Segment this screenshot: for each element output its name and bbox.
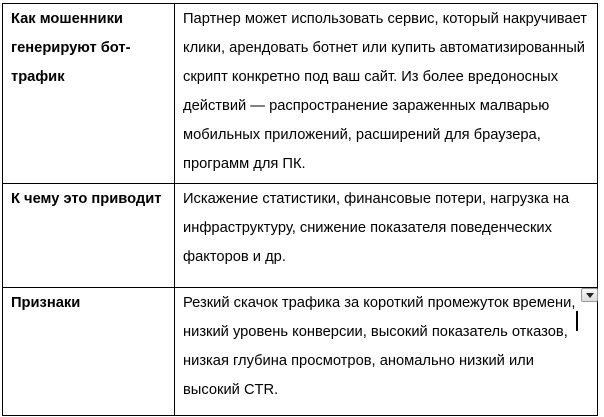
table-row: К чему это приводит Искажение статистики…: [2, 183, 598, 288]
table-dropdown-button[interactable]: [581, 288, 598, 302]
row-header-text: Как мошенники генерируют бот-трафик: [11, 11, 131, 85]
row-header-text: Признаки: [11, 295, 81, 311]
row-content-cell[interactable]: Резкий скачок трафика за короткий промеж…: [174, 287, 598, 416]
row-header-cell[interactable]: Признаки: [2, 287, 175, 416]
text-cursor: [576, 311, 578, 331]
row-content-cell[interactable]: Партнер может использовать сервис, котор…: [174, 3, 598, 184]
table-row: Признаки Резкий скачок трафика за коротк…: [2, 287, 598, 416]
row-header-text: К чему это приводит: [11, 191, 162, 207]
content-table: Как мошенники генерируют бот-трафик Парт…: [2, 3, 598, 416]
row-header-cell[interactable]: К чему это приводит: [2, 183, 175, 288]
table-row: Как мошенники генерируют бот-трафик Парт…: [2, 3, 598, 184]
row-content-cell[interactable]: Искажение статистики, финансовые потери,…: [174, 183, 598, 288]
chevron-down-icon: [585, 292, 594, 298]
row-content-text: Партнер может использовать сервис, котор…: [183, 11, 587, 172]
row-content-text: Резкий скачок трафика за короткий промеж…: [183, 295, 576, 398]
row-header-cell[interactable]: Как мошенники генерируют бот-трафик: [2, 3, 175, 184]
row-content-text: Искажение статистики, финансовые потери,…: [183, 191, 570, 265]
